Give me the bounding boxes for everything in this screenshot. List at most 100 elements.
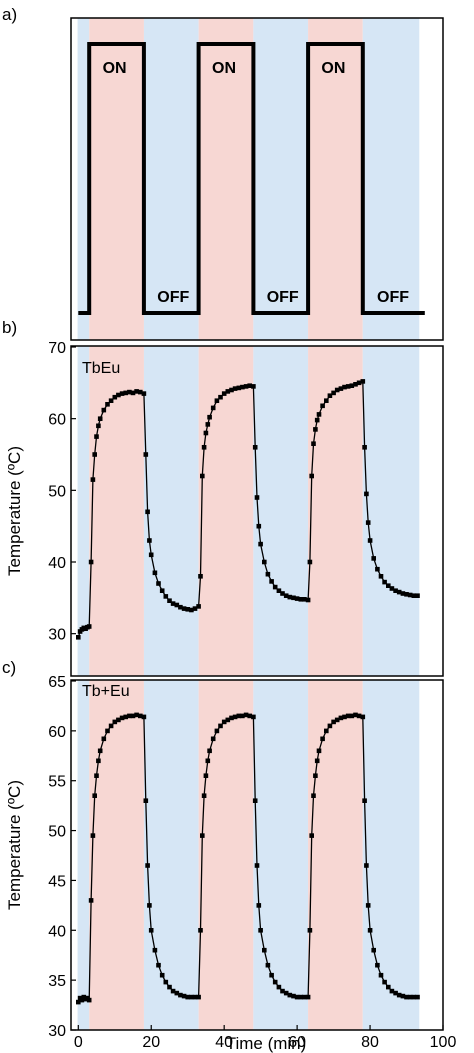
data-point (356, 713, 362, 719)
data-point (262, 947, 267, 953)
data-point (86, 624, 92, 629)
data-point (203, 430, 209, 436)
data-point (400, 591, 406, 596)
data-point (218, 394, 223, 400)
data-point (283, 593, 289, 598)
data-point (364, 491, 369, 497)
data-point (243, 384, 249, 389)
data-point (256, 523, 262, 529)
phase-band-off (143, 18, 199, 340)
data-point (311, 441, 316, 446)
data-point (156, 962, 161, 968)
data-point (400, 993, 406, 999)
data-point (252, 798, 258, 803)
y-tick-label: 40 (48, 555, 66, 572)
data-point (305, 994, 311, 1000)
data-point (170, 601, 176, 606)
phase-band-off (77, 18, 90, 340)
data-point (342, 384, 347, 390)
data-point (269, 972, 274, 978)
phase-label-on: ON (321, 60, 345, 77)
phase-band-on (89, 680, 144, 1030)
phase-bands-a (77, 18, 420, 340)
data-point (251, 714, 256, 720)
data-point (147, 903, 152, 908)
data-point (116, 717, 121, 723)
data-point (112, 719, 118, 725)
data-point (88, 898, 94, 903)
data-point (272, 979, 278, 985)
x-tick-label: 20 (142, 1034, 160, 1051)
x-axis-ticks-c: 0 20 40 60 80 100 (74, 1025, 456, 1051)
data-point (243, 712, 249, 718)
phase-band-on (308, 346, 363, 676)
series-title-tb-plus-eu: Tb+Eu (82, 683, 130, 700)
data-point (178, 604, 183, 610)
x-tick-label: 80 (361, 1034, 379, 1051)
data-point (269, 579, 274, 584)
data-point (116, 392, 121, 398)
data-point (247, 383, 252, 388)
data-point (276, 984, 282, 990)
data-point (163, 594, 169, 599)
phase-band-off (143, 680, 199, 1030)
y-tick-label: 60 (48, 724, 66, 741)
data-point (349, 713, 355, 719)
phase-band-on (89, 346, 144, 676)
data-point (152, 947, 158, 953)
data-point (174, 990, 180, 996)
data-point (196, 604, 201, 609)
data-point (371, 947, 376, 953)
data-point (276, 588, 282, 593)
data-point (298, 994, 304, 1000)
data-point (316, 748, 322, 754)
phase-label-off: OFF (157, 289, 189, 306)
data-point (287, 594, 293, 600)
data-point (203, 773, 209, 778)
data-point (353, 382, 358, 387)
data-point (252, 445, 258, 450)
data-point (313, 773, 318, 778)
data-point (90, 477, 96, 482)
data-point (338, 715, 344, 721)
panel-a-frame (70, 17, 444, 341)
data-point (320, 736, 325, 742)
data-point (201, 793, 207, 798)
data-point (334, 717, 340, 723)
data-point (200, 473, 205, 479)
data-point (305, 597, 311, 603)
data-point (141, 714, 147, 720)
data-point (94, 434, 99, 439)
data-point (291, 993, 296, 999)
data-point (309, 833, 314, 838)
data-point (240, 384, 245, 390)
phase-band-off (77, 680, 90, 1030)
data-point (307, 559, 313, 565)
data-point (170, 988, 176, 994)
data-point (265, 962, 271, 968)
phase-label-off: OFF (377, 289, 409, 306)
data-point (225, 389, 231, 394)
data-point (163, 979, 169, 985)
data-point (141, 391, 147, 396)
data-point (97, 416, 103, 421)
data-point (287, 992, 293, 998)
data-point (407, 592, 413, 598)
data-point (360, 714, 366, 720)
data-point (214, 398, 220, 403)
data-point (225, 717, 231, 723)
tbeu-points (76, 379, 420, 640)
data-point (331, 390, 336, 396)
data-point (119, 715, 125, 721)
panel-label-c: c) (2, 658, 16, 677)
x-tick-label: 0 (74, 1034, 83, 1051)
phase-band-on (198, 18, 254, 340)
data-point (415, 994, 420, 1000)
panel-label-b: b) (2, 318, 17, 337)
data-point (143, 452, 149, 457)
data-point (415, 593, 420, 598)
data-point (407, 994, 413, 1000)
y-tick-label: 30 (48, 627, 66, 644)
data-point (291, 595, 296, 601)
data-point (254, 863, 260, 868)
